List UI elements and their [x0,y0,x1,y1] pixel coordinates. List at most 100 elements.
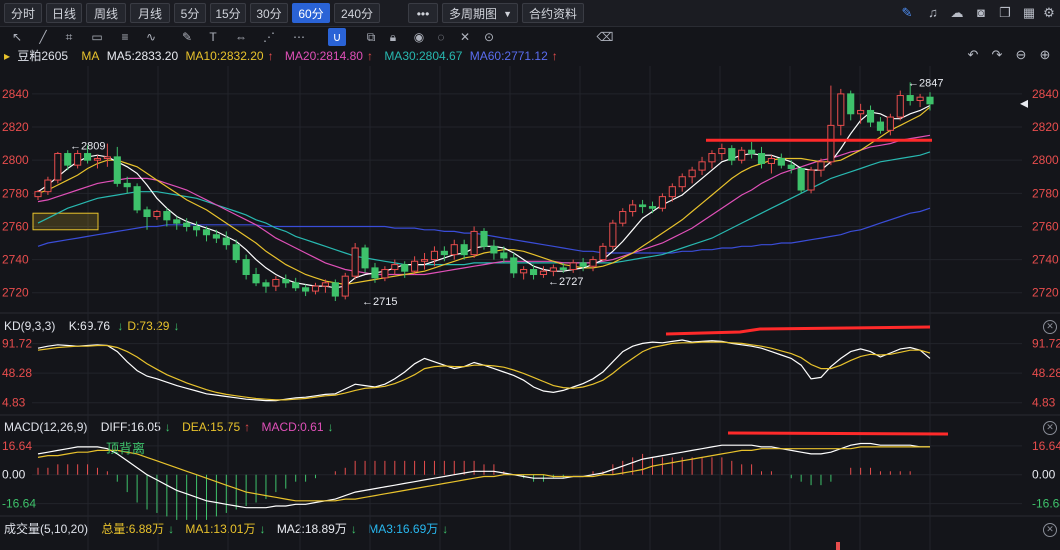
candle [212,234,220,239]
zoom-out-icon[interactable]: ⊖ [1015,47,1027,62]
magnet-icon[interactable]: ∪ [328,28,346,46]
multi-period-dropdown[interactable]: 多周期图 ▼ [442,3,518,23]
volume-total-value: 总量:6.88万 ↓ [101,522,175,536]
period-button[interactable]: 周线 [86,3,126,23]
candle [420,259,429,262]
candle [668,186,676,198]
candle [569,262,577,271]
current-price-marker [1020,99,1028,108]
line-tool-icon[interactable]: ╱ [39,30,47,44]
y-tick-right: 2740 [1032,253,1059,267]
rect-tool-icon[interactable]: ▭ [91,30,103,44]
kd-y-tick-right: 4.83 [1032,396,1056,410]
candle [748,149,756,155]
pen-tool-icon[interactable]: ✎ [181,30,193,44]
y-tick-left: 2820 [2,120,29,134]
grid-icon[interactable]: ▦ [1022,5,1036,20]
candle [391,264,399,271]
ma60-line [37,207,931,254]
hide-icon[interactable]: ◌ [437,30,445,44]
ma20-value: MA20:2814.80 ↑ [284,49,373,63]
candle [83,153,92,161]
contract-info-button[interactable]: 合约资料 [522,3,584,23]
period-button[interactable]: 60分 [292,3,330,23]
kd-y-tick-right: 91.72 [1032,337,1060,351]
period-button[interactable]: 30分 [250,3,288,23]
redo-icon[interactable]: ↷ [991,47,1003,62]
crop-tool-icon[interactable]: ⌗ [65,30,73,44]
candle [123,182,131,188]
lock-icon[interactable]: 🔒︎ [389,30,397,44]
candle [470,230,478,256]
camera-icon[interactable]: ◙ [977,5,985,20]
candle [252,274,260,284]
macd-diff-line [37,442,930,509]
candle [64,153,72,166]
bell-icon[interactable]: ♫ [928,5,938,20]
candle [777,158,785,166]
zoom-in-icon[interactable]: ⊕ [1039,47,1051,62]
candle [619,211,627,224]
candle [262,282,270,287]
more-tools-icon[interactable]: ⋯ [293,30,305,44]
kd-divergence-line [665,325,931,336]
kd-name: KD(9,3,3) [4,319,56,333]
ma-label: MA [81,49,100,63]
candle [371,267,379,279]
candle [173,219,181,224]
cloud-icon[interactable]: ☁ [950,5,964,20]
wave-tool-icon[interactable]: ∿ [145,30,157,44]
chevron-down-icon: ▼ [503,9,512,19]
y-tick-right: 2800 [1032,153,1059,167]
eye-icon[interactable]: ◉ [413,30,425,44]
channel-tool-icon[interactable]: ⋰ [263,30,275,44]
ma5-line [37,104,931,289]
pencil-icon[interactable]: ✎ [901,5,913,20]
period-button[interactable]: 日线 [46,3,82,23]
ma60-value: MA60:2771.12 ↑ [469,49,558,63]
candle [539,270,548,276]
cursor-icon[interactable]: ↖ [11,30,23,44]
kd-d-value: ↓ D:73.29 ↓ [117,319,180,333]
ma30-line [37,151,931,266]
ma20-line [37,134,931,276]
delete-drawing-icon[interactable]: ✕ [459,30,471,44]
price-annotation: ←2715 [362,296,397,308]
undo-icon[interactable]: ↶ [967,47,979,62]
volume-ma1-value: MA1:13.01万 ↓ [185,522,266,536]
close-macd-icon[interactable]: ✕ [1043,421,1057,435]
period-button[interactable]: 5分 [174,3,206,23]
candle [629,204,637,213]
visibility-icon[interactable]: ⊙ [483,30,495,44]
period-button[interactable]: 240分 [334,3,380,23]
period-button[interactable]: 分时 [4,3,42,23]
candle [579,262,587,267]
multi-period-label: 多周期图 [449,7,498,21]
macd-y-tick-left: -16.64 [2,497,36,511]
copy-icon[interactable]: ❐ [999,5,1011,20]
candle [926,96,934,105]
y-tick-left: 2760 [2,219,29,233]
candle [698,161,706,171]
layers-icon[interactable]: ⧉ [366,30,376,44]
eraser-icon[interactable]: ⌫ [596,30,614,44]
fib-tool-icon[interactable]: ≡ [121,30,129,44]
kd-k-line [37,339,931,402]
candle [688,169,696,178]
measure-tool-icon[interactable]: ⇔ [235,30,247,44]
macd-name: MACD(12,26,9) [4,420,88,434]
candle [837,93,845,126]
close-volume-icon[interactable]: ✕ [1043,523,1057,537]
candle [728,148,736,161]
price-annotation: ←2847 [908,77,943,89]
gear-icon[interactable]: ⚙ [1043,5,1055,20]
candle [520,269,528,274]
text-tool-icon[interactable]: T [209,30,217,44]
ma10-line [37,106,931,286]
period-button[interactable]: 月线 [130,3,170,23]
period-button[interactable]: 15分 [210,3,246,23]
volume-name: 成交量(5,10,20) [4,522,89,536]
close-kd-icon[interactable]: ✕ [1043,320,1057,334]
more-button[interactable]: ••• [408,3,438,23]
